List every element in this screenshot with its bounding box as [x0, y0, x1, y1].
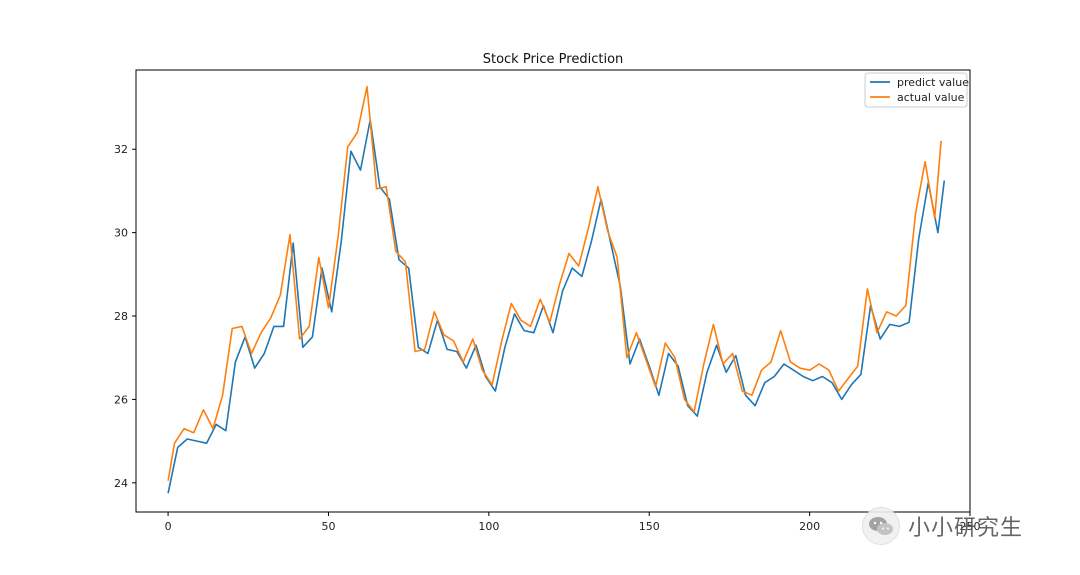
- x-tick-label: 0: [165, 520, 172, 533]
- x-axis: 0 50 100 150 200 250: [165, 512, 981, 533]
- watermark-text: 小小研究生: [908, 516, 1024, 541]
- series-line-actual: [167, 85, 942, 481]
- x-tick-label: 50: [321, 520, 335, 533]
- x-tick-label: 250: [960, 520, 981, 533]
- y-tick-label: 32: [114, 143, 128, 156]
- wechat-icon: [862, 507, 900, 545]
- y-tick-label: 28: [114, 310, 128, 323]
- watermark: 小小研究生: [862, 507, 1023, 545]
- legend: predict value actual value: [864, 72, 969, 108]
- legend-label-predict: predict value: [897, 76, 969, 89]
- series-lines: [167, 85, 946, 494]
- x-tick-label: 100: [478, 520, 499, 533]
- series-line-predict: [167, 119, 946, 494]
- y-tick-label: 24: [114, 477, 128, 490]
- y-tick-label: 30: [114, 227, 128, 240]
- chart-title: Stock Price Prediction: [483, 52, 624, 67]
- legend-box: [864, 72, 968, 108]
- y-axis: 24 26 28 30 32: [114, 143, 136, 490]
- y-tick-label: 26: [114, 393, 128, 406]
- x-tick-label: 150: [639, 520, 660, 533]
- plot-area: [135, 69, 971, 513]
- legend-label-actual: actual value: [897, 91, 965, 104]
- x-tick-label: 200: [799, 520, 820, 533]
